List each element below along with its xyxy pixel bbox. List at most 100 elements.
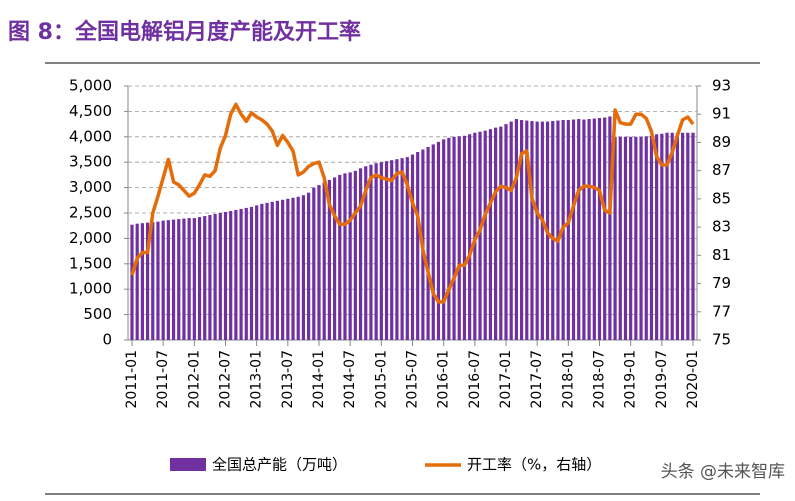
x-tick-label: 2015-01: [373, 350, 389, 409]
bar: [166, 220, 170, 340]
y-tick-label: 2,000: [69, 229, 112, 247]
bar: [603, 117, 607, 340]
bar: [649, 135, 654, 340]
bar: [691, 132, 695, 340]
bar: [608, 116, 612, 340]
bar: [249, 206, 254, 340]
bar: [234, 209, 238, 340]
bar: [374, 163, 378, 340]
bar: [187, 218, 191, 340]
bar: [660, 133, 664, 340]
bar: [270, 201, 274, 340]
x-tick-label: 2011-07: [155, 350, 171, 409]
x-tick-label: 2012-01: [186, 350, 202, 409]
legend-swatch: [170, 458, 206, 471]
bar: [135, 223, 139, 340]
bar: [353, 170, 357, 340]
bar: [197, 217, 202, 340]
bar: [613, 136, 617, 340]
bar: [312, 187, 316, 340]
bar: [177, 219, 181, 340]
bar: [634, 136, 638, 340]
bar: [332, 177, 337, 340]
y2-tick-label: 91: [712, 105, 731, 123]
bar: [655, 134, 659, 340]
bar: [629, 136, 633, 340]
bar: [145, 222, 150, 340]
x-tick-label: 2018-01: [560, 350, 576, 409]
bar: [499, 126, 503, 340]
bar: [431, 144, 435, 340]
y-tick-label: 4,500: [69, 102, 112, 120]
y-tick-label: 3,500: [69, 153, 112, 171]
x-tick-label: 2012-07: [218, 350, 234, 409]
legend-label: 开工率（%，右轴）: [467, 456, 601, 474]
x-tick-label: 2013-07: [280, 350, 296, 409]
bar: [364, 166, 368, 340]
bar: [483, 130, 487, 340]
bar: [442, 139, 446, 340]
bar: [171, 219, 176, 340]
bar: [452, 136, 456, 340]
bar: [348, 172, 352, 340]
bar: [192, 218, 196, 340]
y2-tick-label: 77: [712, 302, 731, 320]
y2-tick-label: 93: [712, 77, 731, 95]
bar: [426, 146, 430, 340]
bar: [597, 118, 602, 340]
bar: [582, 119, 586, 340]
x-tick-label: 2020-01: [685, 350, 701, 409]
bar: [686, 132, 690, 340]
x-tick-label: 2016-01: [436, 350, 452, 409]
x-tick-label: 2014-07: [342, 350, 358, 409]
y-tick-label: 2,500: [69, 204, 112, 222]
bar: [223, 211, 228, 340]
line: [130, 102, 695, 304]
bar: [410, 154, 415, 340]
bar: [229, 210, 233, 340]
bar: [577, 119, 581, 341]
x-tick-label: 2015-07: [405, 350, 421, 409]
bar: [239, 208, 243, 340]
bar: [244, 207, 248, 340]
y2-tick-label: 79: [712, 274, 731, 292]
y-tick-label: 500: [83, 305, 112, 323]
bar: [384, 161, 389, 340]
bar: [317, 185, 321, 340]
bar: [400, 158, 404, 340]
watermark: 头条 @未来智库: [661, 462, 785, 482]
bar: [681, 132, 685, 340]
bar: [218, 213, 222, 340]
bar: [208, 215, 212, 340]
bar: [587, 119, 591, 341]
bar: [494, 127, 498, 340]
bar: [551, 121, 555, 340]
bar: [639, 136, 643, 340]
bar: [379, 162, 383, 340]
bar: [291, 197, 295, 340]
bar: [161, 220, 165, 340]
y2-tick-label: 85: [712, 189, 731, 207]
bar: [462, 135, 467, 340]
bar: [566, 120, 570, 340]
x-tick-label: 2019-01: [623, 350, 639, 409]
bar: [556, 120, 560, 340]
bar: [275, 200, 280, 340]
bar: [140, 223, 144, 340]
bar: [478, 131, 482, 340]
bar: [296, 196, 300, 340]
y-tick-label: 4,000: [69, 127, 112, 145]
bar: [369, 164, 373, 340]
bar: [343, 173, 347, 340]
bar: [260, 203, 264, 340]
bar: [670, 132, 674, 340]
legend-label: 全国总产能（万吨）: [212, 456, 347, 474]
x-tick-label: 2013-01: [249, 350, 265, 409]
bar: [307, 192, 311, 340]
bar: [519, 120, 524, 340]
bar: [618, 136, 622, 340]
bar: [504, 124, 508, 340]
bar: [395, 159, 399, 340]
bar: [203, 216, 207, 340]
